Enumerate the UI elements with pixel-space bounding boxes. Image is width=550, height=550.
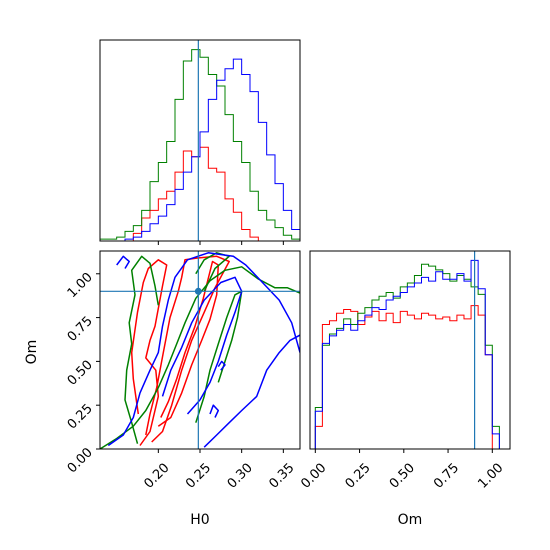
contour-series-1-2 (124, 255, 160, 444)
joint-contours (100, 252, 300, 449)
contour-series-2-2 (161, 276, 243, 415)
contour-series-1-3 (195, 290, 243, 423)
h0-tick-label-3: 0.35 (266, 461, 297, 492)
om-tick-label-1: 0.25 (65, 401, 96, 432)
contour-series-0-0 (157, 260, 220, 427)
h0-tick-label-0: 0.20 (141, 461, 172, 492)
om-tick-label-0: 0.00 (65, 445, 96, 476)
contour-series-0-1 (145, 255, 230, 443)
histogram-step-h0-series-1 (99, 49, 301, 241)
om-hist-tick-label-2: 0.50 (387, 461, 418, 492)
histogram-step-h0-series-0 (100, 146, 300, 242)
contour-series-2-5 (116, 255, 130, 269)
contour-series-2-1 (203, 334, 300, 448)
y-axis-label-om: Om (24, 340, 40, 365)
contour-series-2-3 (209, 404, 220, 418)
om-tick-label-4: 1.00 (65, 270, 96, 301)
om-hist-tick-label-1: 0.25 (343, 461, 374, 492)
om-marginal-histogram: 0.00 0.25 0.50 0.75 1.00 (298, 250, 511, 492)
histogram-step-om-series-0 (314, 305, 500, 450)
x-axis-label-om: Om (398, 512, 423, 528)
om-tick-label-2: 0.50 (65, 358, 96, 389)
om-hist-frame (309, 250, 511, 450)
contour-series-2-4 (217, 360, 226, 371)
h0-tick-label-2: 0.30 (225, 461, 256, 492)
histogram-step-om-series-2 (314, 259, 500, 449)
om-hist-tick-label-0: 0.00 (298, 461, 329, 492)
contour-series-1-0 (100, 266, 300, 449)
h0-tick-label-1: 0.25 (183, 461, 214, 492)
x-axis-label-h0: H0 (190, 512, 209, 528)
histogram-step-h0-series-2 (100, 58, 301, 242)
om-hist-tick-label-3: 0.75 (431, 461, 462, 492)
contour-series-2-0 (107, 252, 300, 447)
axis-labels: H0 Om Om (24, 340, 422, 528)
truth-point (194, 287, 202, 295)
om-hist-tick-label-4: 1.00 (475, 461, 506, 492)
h0-marginal-histogram (99, 39, 301, 245)
h0-om-joint-contour: 0.20 0.25 0.30 0.35 0.00 0.25 0.50 0.75 1.00 (65, 250, 301, 492)
contour-series-0-2 (130, 259, 168, 446)
om-tick-label-3: 0.75 (65, 314, 96, 345)
